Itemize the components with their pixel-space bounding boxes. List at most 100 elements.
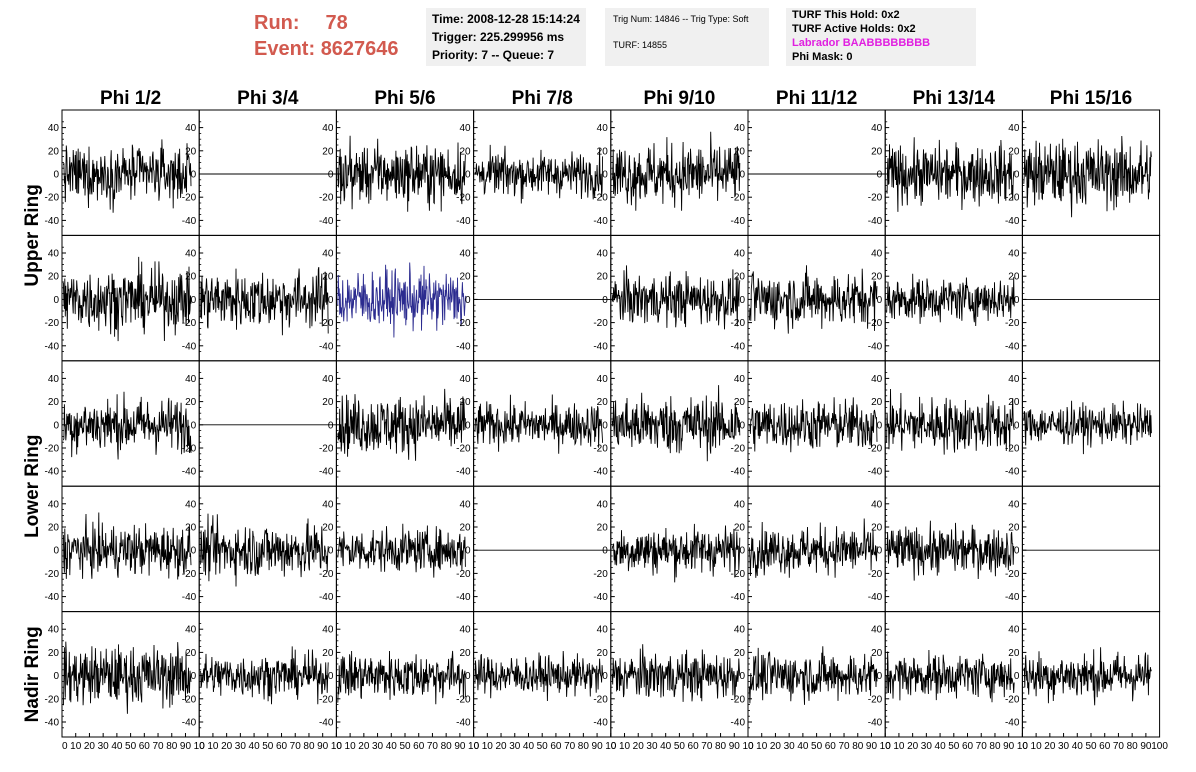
x-tick-label: 90 (317, 741, 329, 752)
y-tick-label: -40 (1005, 467, 1020, 478)
waveform-trace (62, 391, 192, 460)
x-tick-label: 20 (633, 741, 645, 752)
x-tick-label: 10 (619, 741, 631, 752)
x-tick-label: 70 (152, 741, 164, 752)
y-tick-label: -20 (593, 444, 608, 455)
y-tick-label: -20 (319, 318, 334, 329)
y-tick-label: -20 (319, 569, 334, 580)
y-tick-label: 20 (871, 146, 883, 157)
y-tick-label: -20 (1005, 318, 1020, 329)
x-tick-label: 80 (441, 741, 453, 752)
y-tick-label: 0 (191, 546, 197, 557)
x-tick-label: 0 (62, 741, 68, 752)
y-tick-label: 20 (48, 648, 60, 659)
y-tick-label: -40 (319, 341, 334, 352)
x-tick-label: 30 (235, 741, 247, 752)
x-tick-label: 50 (399, 741, 411, 752)
waveform-trace (337, 262, 466, 338)
y-tick-label: 0 (465, 420, 471, 431)
waveform-trace (200, 646, 329, 705)
y-tick-label: 0 (328, 546, 334, 557)
waveform-trace (886, 649, 1015, 703)
column-header: Phi 9/10 (643, 88, 715, 109)
y-tick-label: 0 (739, 420, 745, 431)
x-tick-label: 70 (1113, 741, 1125, 752)
x-tick-label: 0 (611, 741, 617, 752)
y-tick-label: 40 (322, 249, 334, 260)
y-tick-label: -20 (319, 444, 334, 455)
y-tick-label: 20 (459, 146, 471, 157)
y-tick-label: 20 (322, 272, 334, 283)
turf-number-text: TURF: 14855 (613, 40, 668, 50)
panel-frame (1021, 234, 1161, 362)
y-tick-label: -20 (731, 694, 746, 705)
event-value: 8627646 (320, 38, 399, 60)
x-tick-label: 80 (578, 741, 590, 752)
y-tick-label: -20 (182, 193, 197, 204)
y-tick-label: 40 (871, 625, 883, 636)
y-tick-label: 40 (459, 499, 471, 510)
x-tick-label: 50 (674, 741, 686, 752)
column-header: Phi 7/8 (512, 88, 573, 109)
x-tick-label: 40 (797, 741, 809, 752)
x-tick-label: 70 (290, 741, 302, 752)
x-tick-label: 40 (111, 741, 123, 752)
waveform-trace (611, 644, 741, 702)
y-tick-label: -20 (868, 569, 883, 580)
y-tick-label: -20 (45, 318, 60, 329)
x-tick-label: 50 (948, 741, 960, 752)
y-tick-label: 0 (465, 546, 471, 557)
x-tick-label: 60 (688, 741, 700, 752)
x-tick-label: 90 (592, 741, 604, 752)
y-tick-label: -40 (1005, 341, 1020, 352)
x-tick-label: 30 (646, 741, 658, 752)
y-tick-label: -20 (456, 569, 471, 580)
y-tick-label: -40 (868, 467, 883, 478)
waveform-trace (62, 641, 192, 714)
y-tick-label: 20 (734, 523, 746, 534)
y-tick-label: 40 (459, 249, 471, 260)
y-tick-label: -20 (456, 444, 471, 455)
trig-info-panel: Trig Num: 14846 -- Trig Type: Soft TURF:… (605, 8, 769, 66)
y-tick-label: 40 (871, 123, 883, 134)
waveform-trace (62, 256, 192, 342)
waveform-trace (474, 650, 604, 702)
x-tick-label: 10 (893, 741, 905, 752)
y-tick-label: 40 (322, 625, 334, 636)
y-tick-label: -20 (731, 569, 746, 580)
y-tick-label: -40 (182, 467, 197, 478)
y-tick-label: 40 (597, 374, 609, 385)
x-tick-label: 10 (1031, 741, 1043, 752)
y-tick-label: 40 (185, 123, 197, 134)
y-tick-label: -20 (731, 318, 746, 329)
y-tick-label: -20 (456, 694, 471, 705)
x-tick-label: 90 (866, 741, 878, 752)
y-tick-label: -20 (868, 318, 883, 329)
x-tick-label: 40 (249, 741, 261, 752)
x-tick-label: 40 (935, 741, 947, 752)
panel-frame (473, 485, 612, 613)
x-tick-label: 0 (336, 741, 342, 752)
y-tick-label: -20 (45, 694, 60, 705)
y-tick-label: 40 (597, 499, 609, 510)
y-tick-label: 0 (465, 295, 471, 306)
x-tick-label: 0 (199, 741, 205, 752)
y-tick-label: 0 (53, 295, 59, 306)
y-tick-label: -40 (456, 592, 471, 603)
y-tick-label: 40 (1008, 249, 1020, 260)
y-tick-label: 40 (48, 625, 60, 636)
y-tick-label: -40 (868, 216, 883, 227)
y-tick-label: 20 (48, 397, 60, 408)
waveform-trace (474, 394, 604, 454)
waveform-trace (611, 131, 741, 211)
x-tick-label: 70 (701, 741, 713, 752)
y-tick-label: 0 (1014, 170, 1020, 181)
x-tick-label: 10 (605, 741, 617, 752)
x-tick-label: 80 (303, 741, 315, 752)
column-header: Phi 15/16 (1050, 88, 1132, 109)
y-tick-label: -20 (868, 444, 883, 455)
x-tick-label: 50 (1085, 741, 1097, 752)
y-tick-label: -40 (456, 216, 471, 227)
priority-text: Priority: 7 -- Queue: 7 (432, 48, 555, 62)
y-tick-label: 0 (877, 420, 883, 431)
